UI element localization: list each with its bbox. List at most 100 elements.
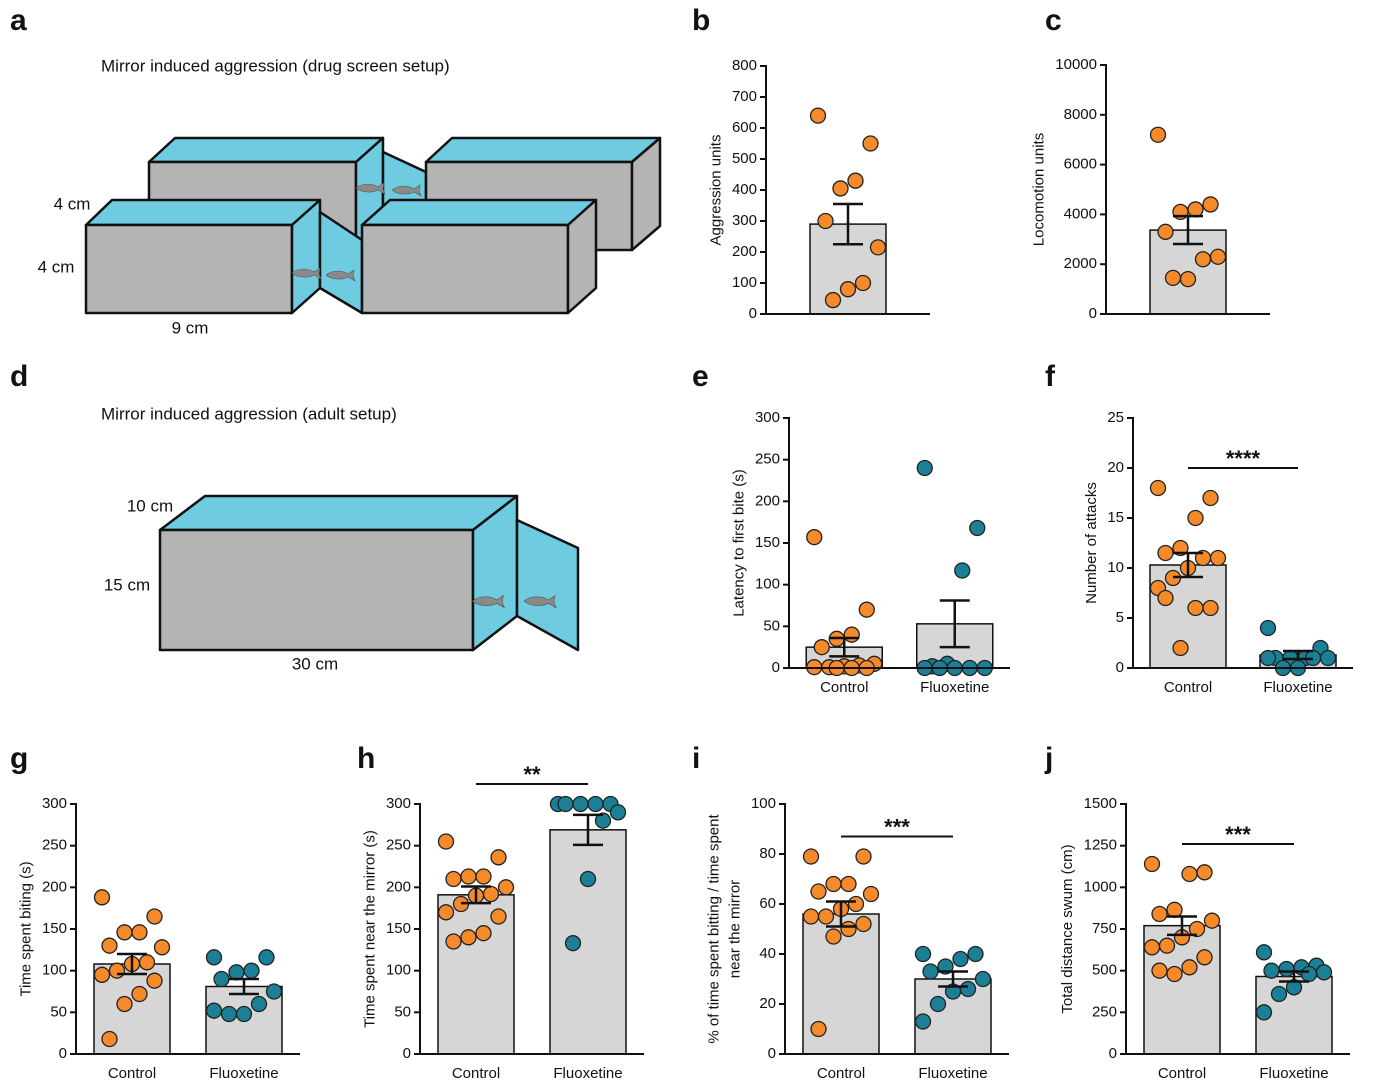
data-point <box>229 965 244 980</box>
data-point <box>864 887 879 902</box>
data-point <box>1321 651 1336 666</box>
data-point <box>916 1014 931 1029</box>
data-point <box>267 984 282 999</box>
data-point <box>1167 967 1182 982</box>
data-point <box>849 897 864 912</box>
data-point <box>1264 963 1279 978</box>
data-point <box>804 849 819 864</box>
data-point <box>1205 913 1220 928</box>
data-point <box>1145 857 1160 872</box>
y-tick-label: 200 <box>42 878 67 895</box>
data-point <box>439 834 454 849</box>
y-axis-label: Locomotion units <box>1030 133 1047 246</box>
y-axis-label: % of time spent bitting / time spent <box>705 814 722 1044</box>
data-point <box>833 181 848 196</box>
data-point <box>856 917 871 932</box>
data-point <box>863 136 878 151</box>
data-point <box>1188 511 1203 526</box>
x-tick-label: Control <box>1158 1065 1206 1082</box>
data-point <box>917 461 932 476</box>
data-point <box>923 964 938 979</box>
data-point <box>1188 202 1203 217</box>
x-tick-label: Control <box>1164 679 1212 696</box>
data-point <box>155 940 170 955</box>
y-tick-label: 750 <box>1092 920 1117 937</box>
diagram-a <box>86 138 660 313</box>
y-tick-label: 200 <box>755 492 780 509</box>
data-point <box>811 108 826 123</box>
data-point <box>446 934 461 949</box>
data-point <box>147 909 162 924</box>
data-point <box>1181 272 1196 287</box>
x-tick-label: Fluoxetine <box>209 1065 278 1082</box>
data-point <box>848 173 863 188</box>
data-point <box>1261 651 1276 666</box>
data-point <box>207 1003 222 1018</box>
data-point <box>811 1022 826 1037</box>
data-point <box>132 925 147 940</box>
panel-letter: a <box>10 4 27 37</box>
data-point <box>1152 907 1167 922</box>
data-point <box>841 877 856 892</box>
significance-label: *** <box>884 814 910 839</box>
figure: a Mirror induced aggression (drug screen… <box>0 0 1378 1082</box>
data-point <box>117 997 132 1012</box>
data-point <box>804 909 819 924</box>
data-point <box>1166 270 1181 285</box>
y-tick-label: 500 <box>732 150 757 167</box>
y-tick-label: 200 <box>732 243 757 260</box>
data-point <box>1145 940 1160 955</box>
data-point <box>1211 249 1226 264</box>
y-tick-label: 8000 <box>1064 106 1097 123</box>
data-point <box>566 936 581 951</box>
y-tick-label: 250 <box>755 451 780 468</box>
data-point <box>237 1007 252 1022</box>
data-point <box>214 972 229 987</box>
y-tick-label: 60 <box>759 895 776 912</box>
data-point <box>856 276 871 291</box>
data-point <box>841 922 856 937</box>
y-tick-label: 0 <box>59 1045 67 1062</box>
data-point <box>1160 938 1175 953</box>
y-tick-label: 100 <box>751 795 776 812</box>
x-tick-label: Fluoxetine <box>1259 1065 1328 1082</box>
data-point <box>1257 1005 1272 1020</box>
y-axis-label: Latency to first bite (s) <box>730 469 747 617</box>
data-point <box>1188 601 1203 616</box>
dimension-label: 30 cm <box>292 654 338 673</box>
y-tick-label: 200 <box>386 878 411 895</box>
panel-letter: j <box>1044 742 1053 775</box>
x-tick-label: Control <box>817 1065 865 1082</box>
y-tick-label: 10 <box>1107 559 1124 576</box>
y-tick-label: 10000 <box>1055 56 1097 73</box>
data-point <box>439 905 454 920</box>
data-point <box>611 805 626 820</box>
data-point <box>244 963 259 978</box>
data-point <box>931 997 946 1012</box>
data-point <box>102 1032 117 1047</box>
y-tick-label: 0 <box>1109 1045 1117 1062</box>
y-axis-label: Aggression units <box>707 135 724 246</box>
dimension-label: 9 cm <box>172 318 209 337</box>
data-point <box>856 849 871 864</box>
data-point <box>1152 963 1167 978</box>
y-axis-label: Time spent near the mirror (s) <box>361 830 378 1028</box>
data-point <box>968 947 983 962</box>
x-tick-label: Control <box>452 1065 500 1082</box>
dimension-label: 4 cm <box>54 194 91 213</box>
x-tick-label: Fluoxetine <box>918 1065 987 1082</box>
y-axis-label: near the mirror <box>726 880 743 978</box>
data-point <box>871 240 886 255</box>
data-point <box>1182 867 1197 882</box>
data-point <box>814 640 829 655</box>
y-tick-label: 5 <box>1116 609 1124 626</box>
data-point <box>1151 127 1166 142</box>
data-point <box>588 797 603 812</box>
data-point <box>859 602 874 617</box>
data-point <box>976 972 991 987</box>
data-point <box>1197 865 1212 880</box>
diagram-title: Mirror induced aggression (adult setup) <box>101 404 397 423</box>
dimension-label: 10 cm <box>127 496 173 515</box>
data-point <box>1302 967 1317 982</box>
data-point <box>581 872 596 887</box>
